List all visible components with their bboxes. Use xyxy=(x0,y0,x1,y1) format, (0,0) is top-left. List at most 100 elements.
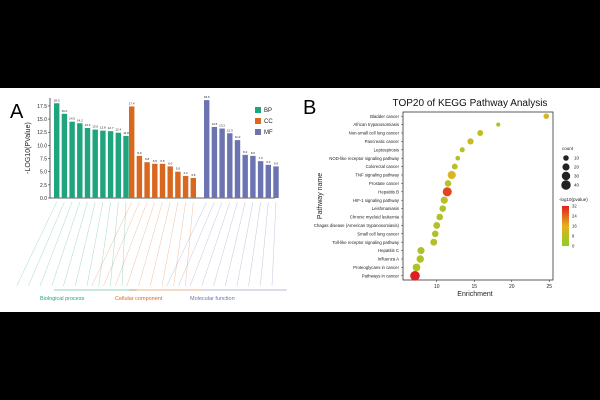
bubble-point xyxy=(459,147,465,153)
color-legend-bar xyxy=(562,206,569,246)
term-label-line xyxy=(91,201,132,287)
legend-label: CC xyxy=(264,119,273,125)
plot-frame xyxy=(402,111,554,281)
bar-mf xyxy=(242,154,248,198)
bar-value-label: 17.4 xyxy=(129,101,135,105)
legend-swatch-mf xyxy=(255,129,261,135)
bar-cc xyxy=(167,166,173,198)
term-label-line xyxy=(98,201,111,287)
term-label-line xyxy=(248,201,261,287)
term-label-line xyxy=(114,201,148,287)
term-label-line xyxy=(63,201,88,287)
pathway-label: HIF-1 signaling pathway xyxy=(353,198,400,203)
size-legend-title: count xyxy=(562,146,574,151)
bubble-point xyxy=(412,263,421,272)
bubble-point xyxy=(431,230,439,238)
bar-cc xyxy=(159,163,166,198)
term-label-line xyxy=(121,201,127,287)
color-legend-label: 32 xyxy=(572,204,577,209)
term-label-line xyxy=(271,201,277,287)
bubble-point xyxy=(477,130,484,136)
legend-label: MF xyxy=(264,130,273,136)
term-label-line xyxy=(103,201,140,287)
y-tick-label: 5.0 xyxy=(40,170,47,176)
term-label-line xyxy=(16,201,57,287)
bar-value-label: 6.0 xyxy=(274,161,279,165)
bar-value-label: 3.8 xyxy=(191,173,196,177)
bar-bp xyxy=(92,129,98,198)
bar-value-label: 6.5 xyxy=(160,159,165,163)
color-legend-label: 0 xyxy=(572,244,575,249)
x-tick-label: 15 xyxy=(471,284,477,290)
size-legend-dot xyxy=(561,180,571,190)
y-tick-label: 7.5 xyxy=(40,157,47,163)
pathway-label: Hepatitis B xyxy=(378,189,399,194)
go-enrichment-bar-chart: 0.0 2.5 5.0 7.5 10.0 12.5 15.0 17.5 -LOG10(PValu… xyxy=(16,95,287,302)
bar-value-label: 18.6 xyxy=(204,95,210,99)
bar-bp xyxy=(107,131,114,198)
bubble-point xyxy=(543,113,550,119)
bar-value-label: 8.2 xyxy=(243,150,248,154)
bar-mf xyxy=(204,100,210,198)
term-label-line xyxy=(173,201,186,287)
legend-swatch-cc xyxy=(255,118,261,124)
term-label-line xyxy=(161,201,179,287)
term-label-line xyxy=(51,201,80,287)
size-legend-dot xyxy=(562,163,570,171)
bubble-point xyxy=(440,196,448,204)
bar-value-label: 13.2 xyxy=(219,124,225,128)
bar-value-label: 4.2 xyxy=(184,171,189,175)
pathway-label: Colorectal cancer xyxy=(366,164,400,169)
bubble-point xyxy=(467,138,474,145)
bar-mf xyxy=(265,164,271,198)
bar-value-label: 12.7 xyxy=(108,126,114,130)
pathway-label: Leishmaniasis xyxy=(372,206,399,211)
x-tick-label: 10 xyxy=(434,284,440,290)
term-label-line xyxy=(185,201,194,287)
bar-cc xyxy=(175,171,181,198)
bar-mf xyxy=(227,133,233,198)
term-label-line xyxy=(150,201,171,287)
bar-mf xyxy=(219,128,225,198)
bar-cc xyxy=(129,106,135,198)
bubble-point xyxy=(439,205,447,212)
bar-cc xyxy=(182,175,189,198)
bar-bp xyxy=(100,130,106,198)
size-legend-label: 10 xyxy=(574,156,580,161)
legend-swatch-bp xyxy=(255,107,261,113)
bar-value-label: 12.3 xyxy=(227,128,233,132)
bar-value-label: 14.5 xyxy=(69,117,75,121)
x-tick-label: 25 xyxy=(546,284,552,290)
term-label-line xyxy=(138,201,163,287)
bar-value-label: 18.0 xyxy=(54,98,60,102)
bar-bp xyxy=(54,103,60,198)
y-axis-label: Pathway name xyxy=(317,173,324,219)
pathway-label: Hepatitis C xyxy=(378,248,399,253)
y-tick-label: 17.5 xyxy=(37,104,47,110)
bar-mf xyxy=(234,140,241,198)
bar-bp xyxy=(123,135,129,198)
color-legend-label: 24 xyxy=(572,214,577,219)
pathway-label: Chronic myeloid leukemia xyxy=(350,215,400,220)
bar-value-label: 6.5 xyxy=(153,159,158,163)
bar-value-label: 6.0 xyxy=(168,161,173,165)
size-legend-dot xyxy=(563,155,569,161)
bubble-point xyxy=(496,122,501,127)
bar-value-label: 13.5 xyxy=(211,122,217,126)
y-tick-label: 2.5 xyxy=(40,183,47,189)
bar-bp xyxy=(61,113,68,198)
bubble-point xyxy=(451,163,458,170)
group-label: Biological process xyxy=(40,296,85,302)
bar-value-label: 13.3 xyxy=(85,123,91,127)
term-label-line xyxy=(28,201,65,287)
kegg-bubble-chart: TOP20 of KEGG Pathway Analysis Bladder ca… xyxy=(314,98,589,298)
bar-cc xyxy=(136,155,143,198)
bubble-point xyxy=(447,170,456,180)
pathway-label: Bladder cancer xyxy=(370,114,399,119)
term-label-line xyxy=(236,201,254,287)
bar-value-label: 8.0 xyxy=(137,151,142,155)
bubble-point xyxy=(416,255,424,263)
color-legend-label: 8 xyxy=(572,234,575,239)
